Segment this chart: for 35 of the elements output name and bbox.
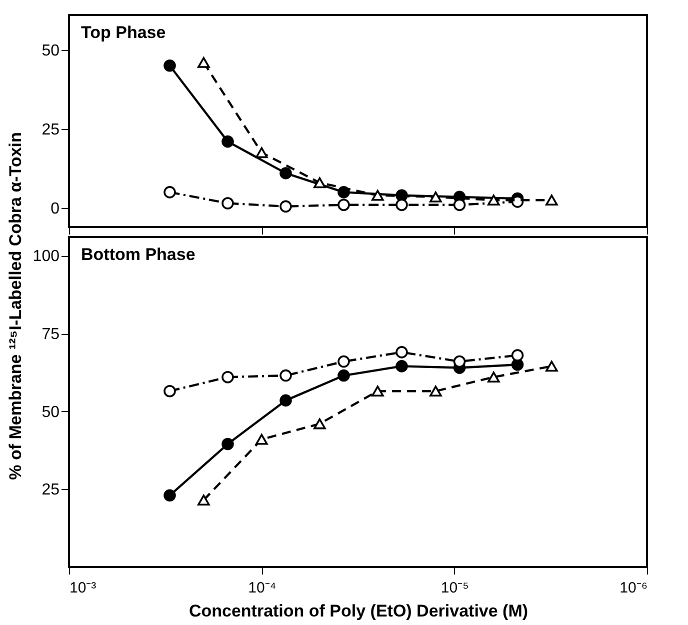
point bbox=[164, 186, 176, 198]
point bbox=[511, 349, 524, 362]
point bbox=[338, 369, 350, 382]
point bbox=[222, 197, 234, 210]
x-axis-title: Concentration of Poly (EtO) Derivative (M) bbox=[188, 602, 528, 620]
point bbox=[511, 196, 524, 208]
y-tick-label: 50 bbox=[42, 404, 60, 421]
y-tick-label: 50 bbox=[42, 42, 60, 60]
x-tick-label: 10⁻⁶ bbox=[620, 580, 648, 596]
y-tick-label: 25 bbox=[42, 482, 60, 499]
point bbox=[396, 346, 408, 358]
chart-title: Top Phase bbox=[81, 23, 166, 42]
point bbox=[280, 167, 292, 180]
point bbox=[222, 135, 234, 148]
point bbox=[396, 198, 408, 211]
x-tick-label: 10⁻⁵ bbox=[440, 580, 469, 596]
x-tick-label: 10⁻³ bbox=[70, 580, 96, 596]
y-tick-label: 75 bbox=[42, 326, 60, 344]
point bbox=[338, 198, 350, 211]
y-tick-label: 25 bbox=[42, 121, 60, 138]
point bbox=[164, 489, 176, 502]
point bbox=[222, 438, 234, 450]
y-axis-title: % of Membrane ¹²⁵I-Labelled Cobra α-Toxin bbox=[6, 132, 25, 480]
point bbox=[280, 394, 292, 407]
chart-title: Bottom Phase bbox=[81, 245, 196, 264]
point bbox=[280, 369, 292, 382]
y-tick-label: 100 bbox=[32, 248, 60, 266]
x-tick-label: 10⁻⁴ bbox=[248, 580, 276, 596]
point bbox=[164, 59, 176, 72]
y-tick-label: 0 bbox=[50, 200, 60, 218]
point bbox=[280, 200, 292, 213]
point bbox=[164, 384, 176, 398]
point bbox=[338, 355, 350, 368]
point bbox=[396, 360, 408, 372]
point bbox=[222, 370, 234, 384]
